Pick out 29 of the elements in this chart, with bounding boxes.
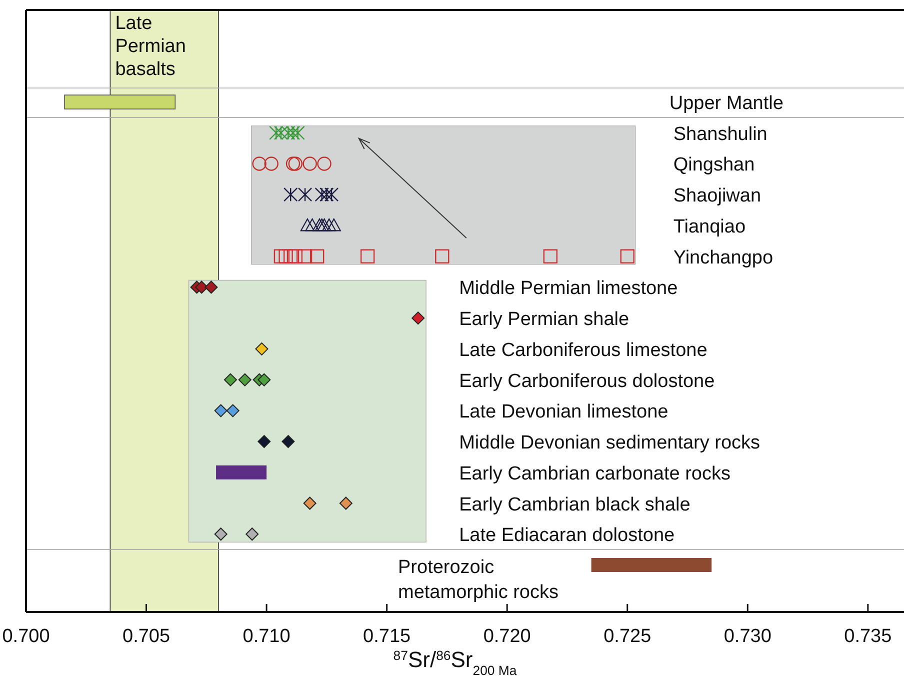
band-label: Late Permian basalts	[115, 13, 186, 80]
y-tick-label: Middle Devonian sedimentary rocks	[459, 432, 760, 454]
x-tick-label: 0.715	[363, 626, 411, 647]
y-tick-label: Qingshan	[673, 154, 755, 176]
x-tick-label: 0.700	[2, 626, 50, 647]
x-axis-title: $^{87}$Sr/$^{86}$Sr$_{200 Ma}$	[393, 647, 518, 678]
y-tick-label: Late Carboniferous limestone	[459, 340, 708, 361]
y-tick-label: Yinchangpo	[673, 247, 774, 268]
y-tick-label: Shanshulin	[673, 124, 768, 145]
y-tick-label: Late Ediacaran dolostone	[459, 525, 675, 546]
y-tick-label: Middle Permian limestone	[459, 278, 678, 300]
y-tick-label: Early Permian shale	[459, 309, 630, 330]
y-tick-label: Shaojiwan	[673, 186, 762, 207]
y-tick-label: Late Devonian limestone	[459, 402, 668, 423]
x-tick-label: 0.725	[604, 626, 652, 647]
y-tick-label: Early Cambrian black shale	[459, 494, 690, 516]
y-tick-label: Early Cambrian carbonate rocks	[459, 463, 730, 484]
bar	[216, 465, 267, 480]
y-tick-label: Proterozoic metamorphic rocks	[398, 557, 558, 603]
bar	[591, 558, 712, 572]
y-tick-label: Early Carboniferous dolostone	[459, 370, 715, 392]
x-tick-label: 0.720	[483, 626, 531, 647]
x-tick-label: 0.710	[242, 626, 290, 647]
bar	[64, 94, 176, 110]
y-tick-label: Upper Mantle	[669, 93, 784, 114]
x-tick-label: 0.735	[844, 626, 892, 647]
x-tick-label: 0.730	[724, 626, 772, 647]
y-tick-label: Tianqiao	[673, 216, 746, 238]
x-tick-label: 0.705	[122, 626, 170, 647]
